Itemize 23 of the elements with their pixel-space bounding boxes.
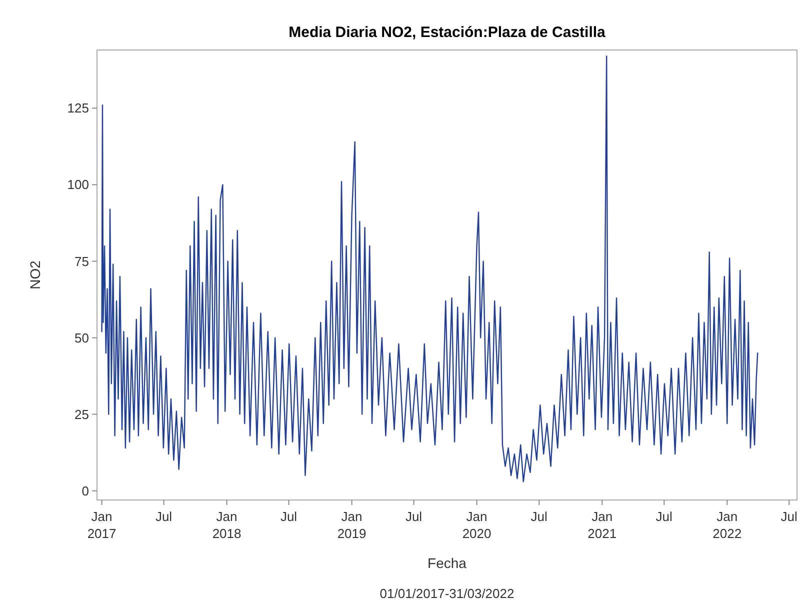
x-tick-label: Jul (530, 509, 548, 524)
y-tick-label: 125 (67, 100, 89, 116)
x-tick-label: Jul (405, 509, 422, 524)
x-tick-label: Jan 2022 (712, 509, 742, 541)
x-tick-label: Jul (656, 509, 673, 524)
y-tick-label: 75 (74, 254, 89, 269)
x-tick-label: Jan 2019 (337, 509, 366, 541)
x-tick-label: Jul (780, 509, 798, 524)
y-tick-label: 100 (67, 177, 89, 192)
line-series (101, 56, 758, 482)
y-tick-label: 25 (74, 406, 89, 422)
x-tick-label: Jan 2018 (212, 509, 242, 541)
x-tick-label: Jul (280, 509, 298, 524)
text: 01/01/2017-31/03/2022 (380, 586, 514, 601)
chart-title: Media Diaria NO2, Estación:Plaza de Castilla (288, 24, 606, 41)
y-tick-label: 0 (82, 483, 89, 498)
y-tick-label: 50 (74, 330, 89, 346)
x-tick-label: Jan 2021 (588, 509, 617, 541)
x-axis-title: Fecha (428, 555, 467, 571)
y-axis-title: NO2 (27, 260, 43, 290)
x-tick-label: Jan 2017 (87, 509, 116, 541)
x-tick-label: Jan 2020 (462, 509, 492, 541)
x-tick-label: Jul (155, 509, 172, 524)
